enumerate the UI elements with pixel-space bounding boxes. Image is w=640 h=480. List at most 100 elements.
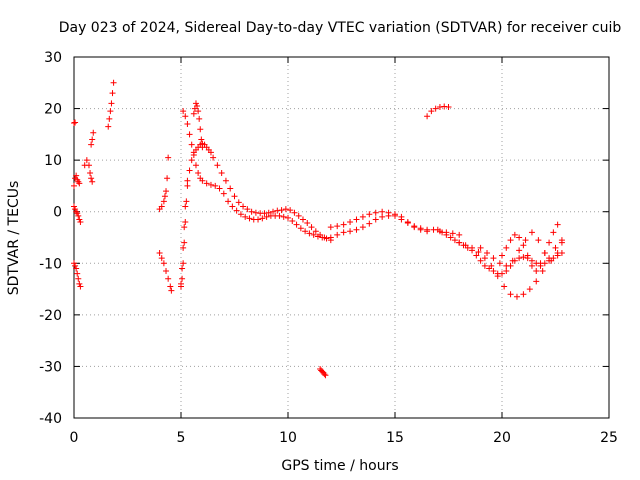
data-point: [308, 224, 315, 231]
data-point: [89, 136, 96, 143]
data-point: [379, 213, 386, 220]
points-layer: [71, 79, 565, 379]
data-point: [327, 224, 334, 231]
data-point: [447, 234, 454, 241]
data-point: [528, 257, 535, 264]
data-point: [353, 226, 360, 233]
series-arc-1a: [105, 79, 117, 130]
data-point: [164, 175, 171, 182]
series-arc-0d: [81, 157, 96, 185]
data-point: [184, 182, 191, 189]
data-point: [436, 104, 443, 111]
data-point: [180, 108, 187, 115]
series-arc-17: [434, 226, 565, 277]
y-tick-label: -40: [39, 411, 62, 427]
data-point: [259, 215, 266, 222]
data-point: [285, 214, 291, 221]
ticks-layer: 0 5 10 15 20 25 -40 -30 -20 -10 0 10 20 30: [39, 50, 618, 446]
data-point: [546, 239, 553, 246]
data-point: [322, 372, 329, 379]
data-point: [359, 224, 366, 231]
data-point: [541, 249, 548, 256]
data-point: [158, 255, 165, 262]
data-point: [434, 226, 441, 233]
data-point: [188, 157, 195, 164]
data-point: [304, 220, 311, 227]
data-point: [255, 216, 262, 223]
data-point: [199, 144, 206, 151]
data-point: [524, 252, 531, 259]
data-point: [183, 198, 190, 205]
data-point: [306, 230, 313, 237]
data-point: [535, 237, 542, 244]
data-point: [392, 212, 398, 219]
data-point: [71, 260, 77, 267]
data-point: [77, 283, 84, 290]
data-point: [366, 211, 373, 218]
data-point: [494, 273, 501, 280]
data-point: [218, 170, 225, 177]
data-point: [182, 203, 189, 210]
data-point: [526, 286, 533, 293]
data-point: [263, 213, 270, 220]
series-arc-0c: [71, 260, 84, 290]
data-point: [161, 193, 168, 200]
data-point: [195, 170, 202, 177]
data-point: [490, 255, 497, 262]
data-point: [539, 268, 546, 275]
data-point: [195, 108, 202, 115]
data-point: [76, 180, 83, 187]
data-point: [179, 275, 186, 282]
data-point: [198, 136, 205, 143]
series-arc-5c: [178, 177, 191, 290]
data-point: [334, 223, 341, 230]
data-point: [385, 209, 392, 216]
data-point: [165, 154, 172, 161]
data-point: [207, 181, 214, 188]
data-point: [516, 247, 523, 254]
data-point: [319, 234, 326, 241]
data-point: [168, 287, 175, 294]
data-point: [372, 209, 379, 216]
data-point: [469, 244, 476, 251]
data-point: [182, 219, 189, 226]
data-point: [297, 225, 304, 232]
data-point: [178, 283, 184, 290]
plot-frame: [73, 56, 610, 419]
data-point: [477, 244, 484, 251]
data-point: [522, 237, 529, 244]
data-point: [499, 270, 505, 277]
data-point: [77, 219, 84, 226]
series-arc-0e: [88, 129, 97, 148]
data-point: [278, 207, 285, 214]
data-point: [246, 215, 253, 222]
data-point: [299, 216, 306, 223]
series-arc-20: [499, 221, 561, 275]
data-point: [160, 198, 167, 205]
data-point: [449, 230, 456, 237]
data-point: [282, 206, 289, 213]
data-point: [72, 206, 79, 213]
data-point: [87, 170, 94, 177]
data-point: [439, 229, 446, 236]
data-point: [270, 208, 277, 215]
data-point: [558, 239, 565, 246]
data-point: [261, 210, 268, 217]
data-point: [340, 229, 347, 236]
data-point: [181, 224, 188, 231]
data-point: [74, 270, 81, 277]
data-point: [199, 177, 206, 184]
y-tick-label: 10: [44, 153, 62, 169]
series-arc-5a: [178, 140, 328, 287]
data-point: [293, 221, 300, 228]
data-point: [428, 108, 435, 115]
data-point: [473, 252, 480, 259]
x-tick-label: 20: [493, 430, 511, 446]
data-point: [481, 255, 488, 262]
data-point: [109, 90, 116, 97]
data-point: [456, 239, 463, 246]
data-point: [192, 100, 199, 107]
data-point: [110, 79, 117, 86]
data-point: [312, 228, 319, 235]
